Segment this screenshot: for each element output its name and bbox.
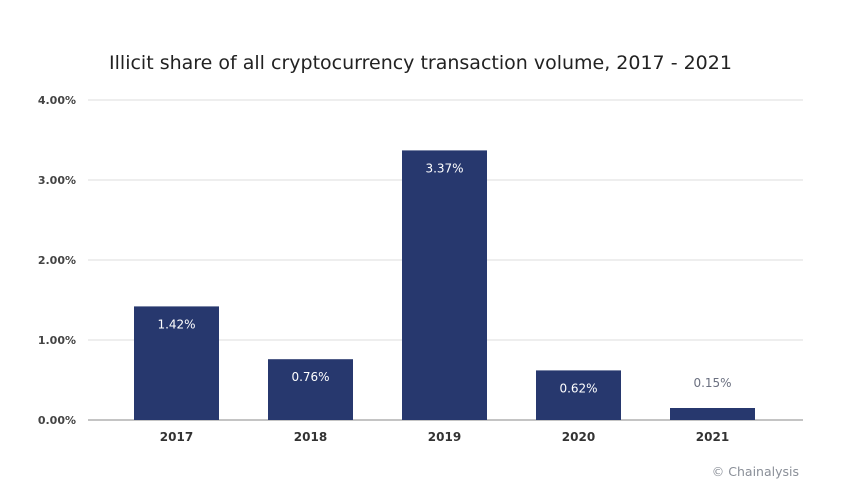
x-tick-label: 2020 [562,430,595,444]
y-tick-label: 2.00% [38,254,76,267]
chart-title: Illicit share of all cryptocurrency tran… [109,52,732,74]
x-tick-label: 2017 [160,430,193,444]
data-label: 0.76% [291,370,329,384]
bar-2018 [268,359,353,420]
x-tick-label: 2021 [696,430,729,444]
source-credit: © Chainalysis [711,464,799,479]
bar-2017 [134,306,219,420]
bar-2021 [670,408,755,420]
data-label: 1.42% [157,317,195,331]
y-tick-label: 0.00% [38,414,76,427]
bar-2019 [402,150,487,420]
data-label: 0.62% [559,381,597,395]
data-label: 0.15% [693,376,731,390]
bar-2020 [536,370,621,420]
data-label: 3.37% [425,161,463,175]
x-tick-label: 2019 [428,430,461,444]
y-tick-label: 3.00% [38,174,76,187]
y-tick-label: 1.00% [38,334,76,347]
y-tick-label: 4.00% [38,94,76,107]
x-tick-label: 2018 [294,430,327,444]
